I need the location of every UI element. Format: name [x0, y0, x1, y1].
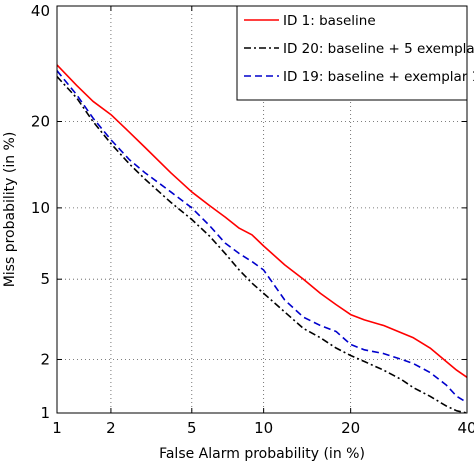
ticks: 1 2 5 10 20 40 1 2 5 10 20 40: [31, 2, 474, 437]
y-tick-label: 1: [40, 404, 50, 422]
y-tick-label: 20: [31, 112, 50, 130]
x-tick-label: 10: [254, 419, 273, 437]
series-line-2: [56, 76, 468, 414]
x-tick-label: 5: [187, 419, 197, 437]
legend: ID 1: baseline ID 20: baseline + 5 exempl…: [236, 5, 474, 101]
series-lines: [56, 64, 468, 414]
legend-label: ID 19: baseline + exemplar 1: [283, 69, 474, 85]
legend-label: ID 1: baseline: [283, 13, 376, 29]
y-tick-label: 5: [40, 270, 50, 288]
grid: [57, 6, 467, 413]
series-line-1: [56, 64, 468, 378]
y-tick-label: 2: [40, 350, 50, 368]
x-tick-label: 20: [341, 419, 360, 437]
y-axis-label: Miss probability (in %): [2, 132, 18, 288]
x-tick-label: 1: [52, 419, 62, 437]
legend-box: [236, 5, 468, 101]
x-axis-label: False Alarm probability (in %): [159, 446, 365, 462]
x-tick-label: 2: [106, 419, 116, 437]
y-tick-label: 10: [31, 199, 50, 217]
x-tick-label: 40: [457, 419, 474, 437]
legend-label: ID 20: baseline + 5 exemplars: [283, 41, 474, 57]
series-line-3: [56, 70, 468, 404]
y-tick-label: 40: [31, 2, 50, 20]
